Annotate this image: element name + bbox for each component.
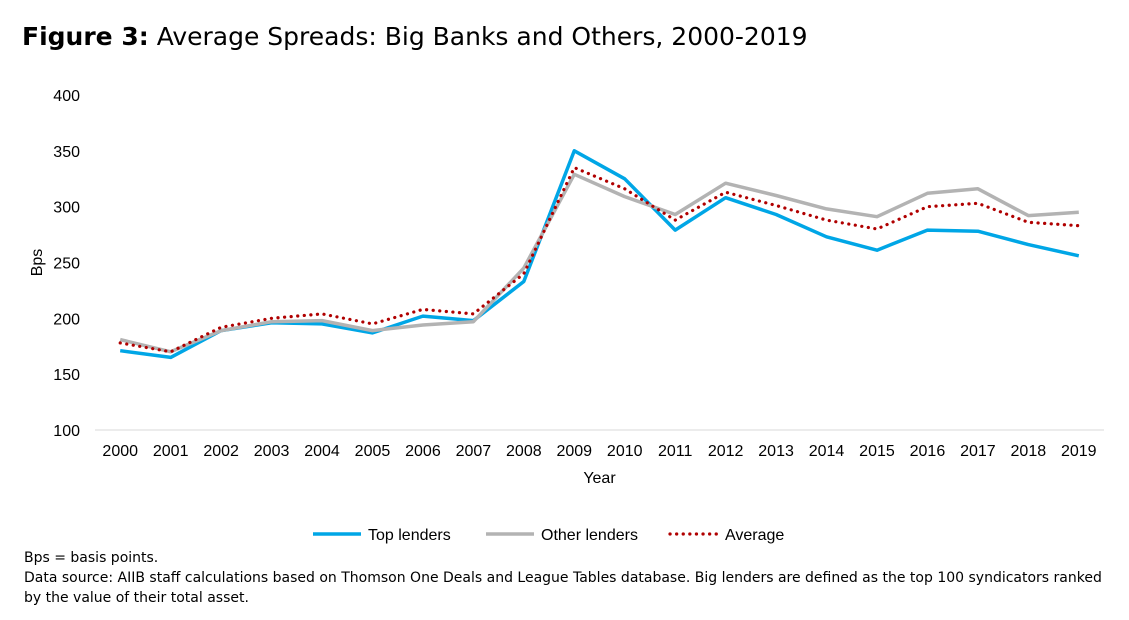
x-tick-label: 2013 — [758, 443, 794, 460]
legend: Top lenders Other lenders Average — [313, 527, 784, 544]
y-tick-label: 200 — [53, 311, 80, 328]
figure-title-text: Average Spreads: Big Banks and Others, 2… — [156, 22, 808, 51]
x-tick-label: 2010 — [607, 443, 643, 460]
y-tick-label: 150 — [53, 367, 80, 384]
x-tick-label: 2014 — [809, 443, 845, 460]
x-axis-ticks: 2000 2001 2002 2003 2004 2005 2006 2007 2008 2009… — [102, 443, 1096, 460]
x-axis-label: Year — [583, 470, 616, 487]
x-tick-label: 2008 — [506, 443, 542, 460]
x-tick-label: 2018 — [1011, 443, 1047, 460]
series-lines — [118, 149, 1081, 360]
y-tick-label: 400 — [53, 88, 80, 105]
x-tick-label: 2012 — [708, 443, 744, 460]
x-tick-label: 2015 — [859, 443, 895, 460]
legend-label-top-lenders: Top lenders — [368, 527, 451, 544]
x-tick-label: 2005 — [355, 443, 391, 460]
x-tick-label: 2007 — [456, 443, 492, 460]
y-tick-label: 350 — [53, 144, 80, 161]
x-tick-label: 2019 — [1061, 443, 1097, 460]
x-tick-label: 2016 — [910, 443, 946, 460]
series-line-top-lenders — [119, 149, 1080, 360]
x-tick-label: 2003 — [254, 443, 290, 460]
legend-label-other-lenders: Other lenders — [541, 527, 638, 544]
note-abbreviation: Bps = basis points. — [24, 550, 159, 566]
x-tick-label: 2017 — [960, 443, 996, 460]
series-line-average — [118, 166, 1081, 354]
figure-label: Figure 3: — [22, 22, 149, 51]
legend-label-average: Average — [725, 527, 784, 544]
x-tick-label: 2011 — [658, 443, 693, 460]
chart-title: Figure 3: Average Spreads: Big Banks and… — [22, 22, 808, 51]
chart-notes: Bps = basis points. Data source: AIIB st… — [24, 548, 1114, 608]
y-axis-ticks: 100 150 200 250 300 350 400 — [53, 88, 80, 440]
x-tick-label: 2001 — [153, 443, 189, 460]
y-tick-label: 250 — [53, 256, 80, 273]
series-line-other-lenders — [119, 172, 1079, 354]
y-tick-label: 300 — [53, 200, 80, 217]
x-tick-label: 2009 — [556, 443, 592, 460]
x-tick-label: 2006 — [405, 443, 441, 460]
note-data-source: Data source: AIIB staff calculations bas… — [24, 570, 1102, 606]
x-tick-label: 2000 — [102, 443, 138, 460]
x-tick-label: 2002 — [203, 443, 239, 460]
y-axis-label: Bps — [29, 249, 46, 277]
x-tick-label: 2004 — [304, 443, 340, 460]
y-tick-label: 100 — [53, 423, 80, 440]
